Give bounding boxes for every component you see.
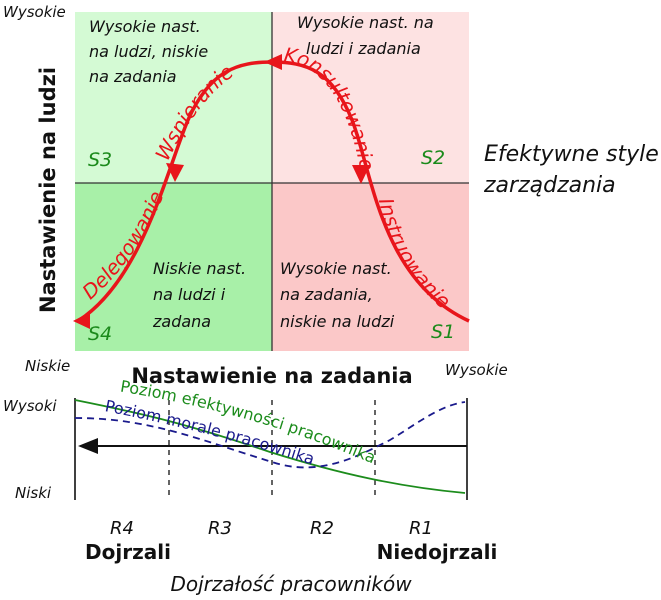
quadrant-s4-bg — [75, 183, 272, 351]
side-title-line2: zarządzania — [483, 173, 616, 198]
quadrant-s2-line1: Wysokie nast. na — [297, 13, 434, 32]
quadrant-s4-code: S4 — [88, 323, 112, 345]
y-axis-high-label: Wysokie — [3, 3, 66, 21]
quadrant-s4-line1: Niskie nast. — [153, 259, 246, 278]
quadrant-s2-bg — [272, 12, 469, 183]
side-title-line1: Efektywne style — [484, 142, 659, 167]
curve-arrow-head — [264, 54, 282, 70]
curve-arrow-head — [352, 165, 370, 184]
maturity-title: Dojrzałość pracowników — [170, 572, 412, 596]
quadrant-s3: Wysokie nast. na ludzi, niskie na zadani… — [88, 17, 208, 171]
maturity-arrow-head — [78, 438, 98, 454]
x-axis-title: Nastawienie na zadania — [131, 364, 412, 388]
quadrant-s3-line1: Wysokie nast. — [89, 17, 201, 36]
quadrant-s4: Niskie nast. na ludzi i zadana S4 — [88, 259, 246, 345]
efficiency-curve — [74, 399, 466, 494]
quadrant-s1-line3: niskie na ludzi — [280, 312, 395, 331]
maturity-r3: R3 — [208, 518, 232, 539]
y-axis-low-label: Niskie — [25, 357, 70, 375]
maturity-chart: Wysoki Niski Poziom efektywności pracown… — [3, 377, 497, 596]
quadrant-s2-code: S2 — [421, 147, 445, 169]
immature-label: Niedojrzali — [377, 540, 498, 564]
x-axis-high-label: Wysokie — [445, 361, 508, 379]
quadrant-s1-bg — [272, 183, 469, 351]
y-axis-title: Nastawienie na ludzi — [36, 67, 60, 313]
quadrant-s1: Wysokie nast. na zadania, niskie na ludz… — [280, 259, 455, 343]
quadrant-s3-line3: na zadania — [89, 67, 177, 86]
maturity-r4: R4 — [110, 518, 134, 539]
quadrant-s4-line2: na ludzi i — [153, 285, 226, 304]
quadrant-s3-line2: na ludzi, niskie — [89, 42, 208, 61]
mature-label: Dojrzali — [85, 540, 171, 564]
quadrant-s4-line3: zadana — [152, 312, 211, 331]
morale-curve — [74, 401, 466, 469]
quadrant-s2: Wysokie nast. na ludzi i zadania S2 — [297, 13, 445, 169]
quadrant-s1-code: S1 — [431, 321, 455, 343]
curve-arrow-head — [73, 312, 90, 329]
quadrant-s1-line2: na zadania, — [280, 285, 373, 304]
maturity-r2: R2 — [310, 518, 334, 539]
quadrant-s1-line1: Wysokie nast. — [280, 259, 392, 278]
maturity-r1: R1 — [409, 518, 433, 539]
curve-arrow-head — [166, 163, 184, 182]
quadrant-s2-line2: ludzi i zadania — [306, 39, 421, 58]
lower-y-low-label: Niski — [15, 484, 52, 502]
lower-y-high-label: Wysoki — [3, 397, 57, 415]
quadrant-s3-code: S3 — [88, 149, 112, 171]
